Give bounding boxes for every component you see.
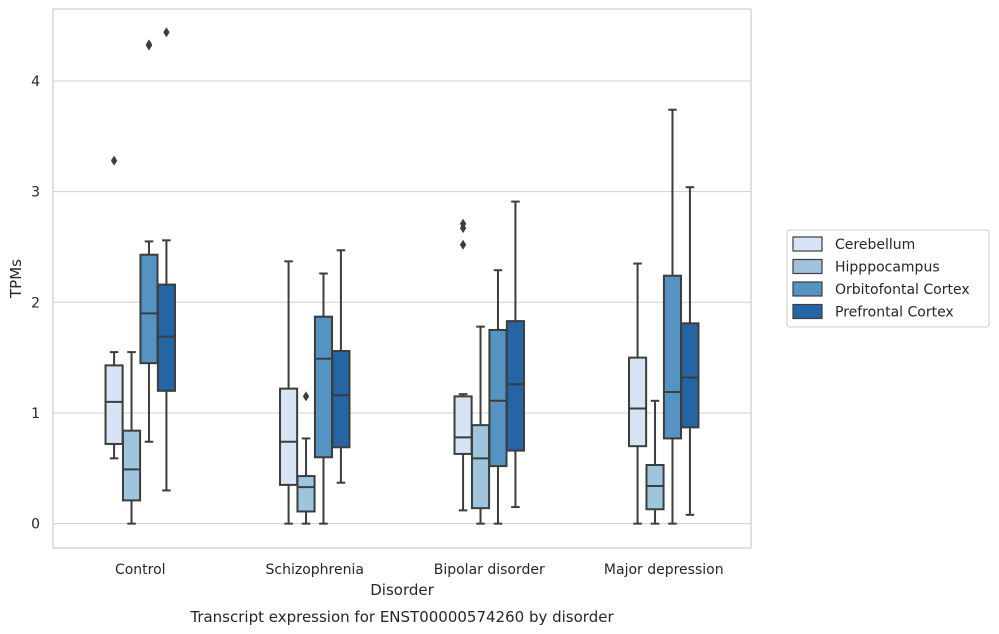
box [488, 269, 508, 525]
outlier-point [459, 239, 467, 250]
box [331, 249, 351, 484]
legend-item: Prefrontal Cortex [792, 303, 954, 321]
legend-label: Prefrontal Cortex [835, 305, 954, 321]
y-tick-label: 2 [31, 295, 40, 311]
outlier-point [459, 218, 467, 229]
y-tick-label: 1 [31, 406, 40, 422]
box [139, 39, 159, 443]
legend-swatch [792, 303, 823, 320]
box-body [331, 349, 351, 449]
series-2 [139, 39, 683, 525]
legend-swatch [792, 236, 823, 252]
box-body [662, 274, 683, 440]
series-0 [104, 155, 648, 525]
box [313, 272, 334, 525]
box [121, 351, 142, 525]
legend-label: Orbitofontal Cortex [835, 282, 970, 298]
legend-item: Cerebellum [792, 236, 915, 253]
legend: Cerebellum Hipppocampus Orbitofontal Corte… [786, 229, 990, 328]
box-body [121, 429, 142, 502]
box [104, 155, 124, 460]
box-body [645, 463, 665, 511]
box [662, 108, 683, 525]
series-1 [121, 325, 665, 525]
box [453, 218, 473, 512]
box-body [680, 322, 700, 429]
y-axis-label: TPMs [7, 259, 25, 299]
box-body [488, 328, 508, 468]
box-series-layer [104, 27, 700, 525]
box-body [139, 253, 159, 365]
box [156, 27, 176, 492]
outlier-point [110, 155, 118, 166]
box-body [279, 387, 299, 486]
x-tick-label: Schizophrenia [266, 562, 364, 578]
series-3 [156, 27, 700, 516]
legend-swatch [792, 258, 823, 275]
box [628, 262, 648, 525]
outlier-point [145, 39, 153, 50]
box-body [313, 315, 334, 459]
y-axis-ticks: 0 1 2 3 4 [31, 74, 40, 533]
box-body [156, 283, 176, 392]
legend-label: Cerebellum [835, 237, 915, 253]
box [505, 200, 525, 509]
outlier-point [163, 27, 170, 38]
outlier-point [302, 391, 310, 402]
x-tick-label: Major depression [604, 562, 724, 578]
box [296, 391, 316, 525]
x-tick-label: Bipolar disorder [434, 562, 545, 578]
box-body [104, 364, 124, 445]
box [645, 399, 665, 525]
x-axis-label: Disorder [370, 581, 434, 599]
y-tick-label: 0 [31, 517, 40, 533]
box-body [453, 395, 473, 455]
box-body [470, 424, 491, 510]
y-tick-label: 3 [31, 185, 40, 201]
box [470, 325, 491, 525]
box-body [505, 320, 525, 452]
box [279, 260, 299, 525]
chart-caption: Transcript expression for ENST0000057426… [189, 608, 614, 626]
legend-item: Orbitofontal Cortex [792, 281, 970, 298]
box-body [296, 475, 316, 513]
legend-item: Hipppocampus [792, 258, 940, 276]
box [680, 186, 700, 516]
y-tick-label: 4 [31, 74, 40, 90]
legend-label: Hipppocampus [835, 260, 940, 276]
legend-frame [786, 229, 990, 328]
box-body [628, 356, 648, 448]
plot-area-frame [52, 8, 752, 549]
x-tick-label: Control [115, 562, 166, 578]
x-axis-ticks: Control Schizophrenia Bipolar disorder Majo… [115, 562, 724, 578]
legend-swatch [792, 281, 823, 297]
